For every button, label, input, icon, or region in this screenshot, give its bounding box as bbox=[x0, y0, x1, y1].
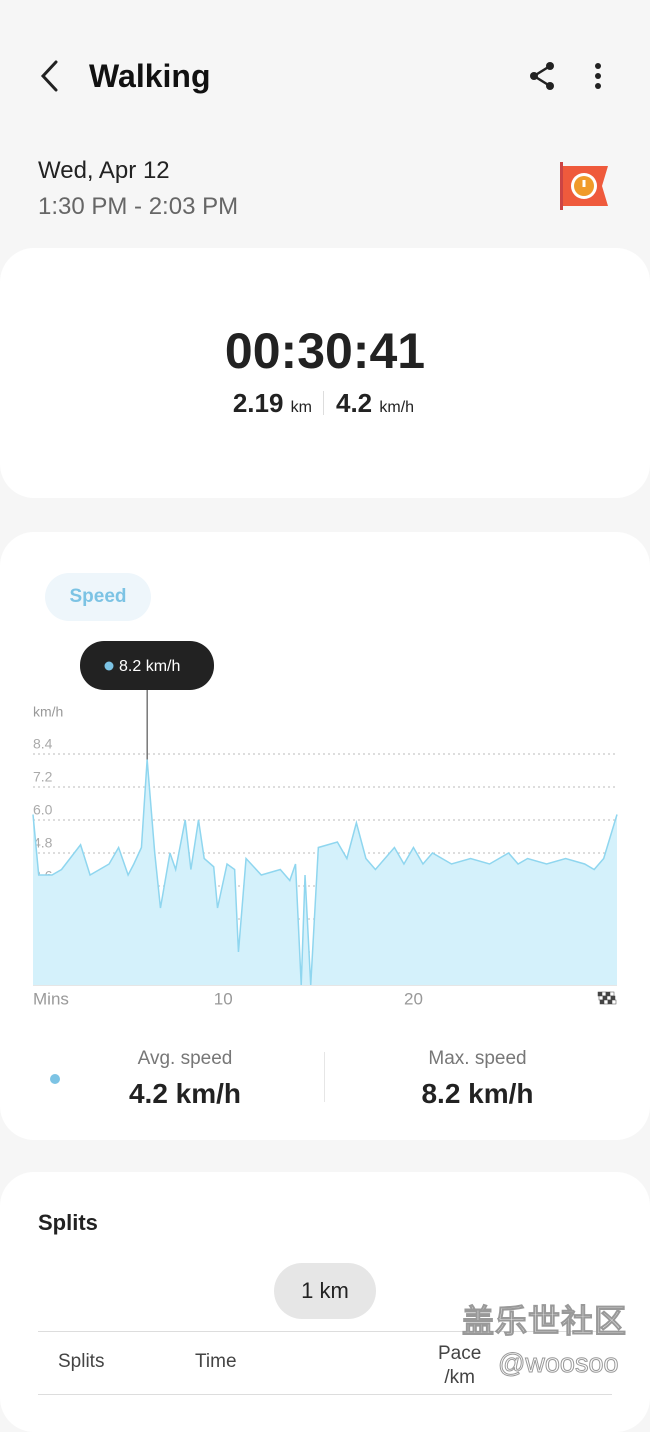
y-tick-label: 7.2 bbox=[33, 769, 53, 785]
speed-tab[interactable]: Speed bbox=[45, 573, 151, 621]
pace-header: /km bbox=[444, 1367, 475, 1388]
stat-value: 4.2 km/h bbox=[128, 1078, 242, 1109]
flag-cell bbox=[601, 991, 607, 997]
distance-unit: km bbox=[290, 399, 312, 416]
header-title: Walking bbox=[89, 58, 211, 94]
duration: 00:30:41 bbox=[224, 323, 426, 379]
distance-value: 2.19 bbox=[232, 388, 284, 418]
x-tick-label: 10 bbox=[214, 989, 233, 1008]
flag-cell bbox=[610, 995, 616, 1001]
flag-cell bbox=[597, 991, 603, 997]
tooltip bbox=[80, 641, 214, 690]
column-header: Splits bbox=[58, 1351, 105, 1372]
column-header: Time bbox=[195, 1351, 237, 1372]
speed: 4.2 km/h bbox=[336, 388, 414, 419]
distance: 2.19 km bbox=[233, 388, 312, 419]
watermark: @woosoo bbox=[497, 1348, 619, 1379]
more-icon[interactable] bbox=[590, 62, 606, 92]
y-axis-label: km/h bbox=[33, 704, 63, 720]
flag-cell bbox=[609, 991, 615, 997]
back-icon[interactable] bbox=[36, 58, 62, 94]
stat-value: 8.2 km/h bbox=[421, 1078, 534, 1109]
x-tick-label: Mins bbox=[33, 989, 69, 1008]
divider bbox=[38, 1331, 612, 1332]
session-date: Wed, Apr 12 bbox=[38, 157, 170, 184]
flag-cell bbox=[603, 999, 609, 1005]
summary-card: 00:30:41 2.19 km 4.2 km/h bbox=[0, 248, 650, 498]
divider bbox=[323, 391, 324, 415]
divider bbox=[324, 1052, 325, 1102]
tooltip-dot bbox=[104, 661, 114, 671]
speed-area bbox=[33, 759, 617, 985]
legend-dot bbox=[50, 1074, 60, 1084]
y-tick-label: 6.0 bbox=[33, 802, 53, 818]
tooltip-label: 8.2 km/h bbox=[119, 658, 180, 675]
screen: {"header":{"title":"Walking"}, "session"… bbox=[0, 58, 650, 1395]
stat-label: Avg. speed bbox=[137, 1048, 233, 1069]
flag-cell bbox=[606, 995, 612, 1001]
watermark: 盖乐世社区 bbox=[461, 1303, 628, 1340]
flag-cell bbox=[605, 991, 611, 997]
flag-cell bbox=[602, 995, 608, 1001]
stat-label: Max. speed bbox=[428, 1048, 527, 1069]
chart-card: Speed Avg. speed 4.2 km/h Max. speed 8.2… bbox=[0, 532, 650, 1140]
speed-unit: km/h bbox=[379, 399, 415, 416]
finish-flag bbox=[597, 991, 617, 1005]
workout-badge bbox=[560, 162, 608, 210]
column-header: Pace/km bbox=[438, 1342, 481, 1390]
flag-cell bbox=[607, 999, 613, 1005]
splits-title: Splits bbox=[38, 1210, 98, 1235]
y-tick-label: 8.4 bbox=[33, 736, 53, 752]
y-tick-label: 4.8 bbox=[33, 835, 53, 851]
speed-value: 4.2 bbox=[336, 388, 373, 418]
flag-cell bbox=[599, 999, 605, 1005]
pace-header: Pace bbox=[438, 1343, 482, 1364]
splits-card: Splits 1 km Splits Time Pace/km bbox=[0, 1172, 650, 1432]
speed-line bbox=[32, 759, 618, 986]
flag-cell bbox=[611, 999, 617, 1005]
divider bbox=[38, 1394, 612, 1395]
split-option[interactable]: 1 km bbox=[274, 1263, 376, 1319]
share-icon[interactable] bbox=[528, 60, 558, 92]
flag-cell bbox=[598, 995, 604, 1001]
session-time: 1:30 PM - 2:03 PM bbox=[38, 193, 239, 220]
x-tick-label: 20 bbox=[404, 989, 423, 1008]
